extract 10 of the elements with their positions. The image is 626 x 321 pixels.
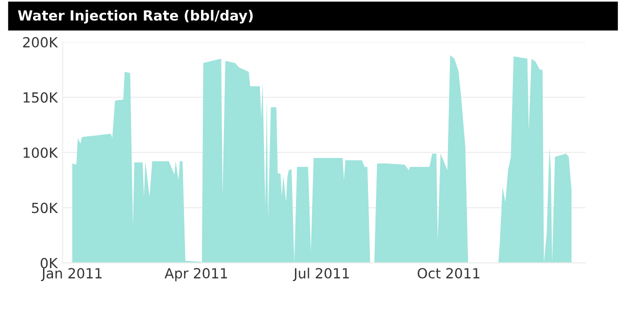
x-tick-label: Oct 2011 <box>418 268 480 279</box>
y-tick-label: 100K <box>24 147 58 158</box>
y-tick-label: 50K <box>32 202 58 214</box>
y-tick-label: 150K <box>24 92 58 103</box>
y-tick-label: 200K <box>23 37 58 48</box>
x-tick-label: Apr 2011 <box>164 268 227 282</box>
x-tick-label: Jul 2011 <box>292 268 349 282</box>
y-tick-label: 0K <box>40 258 58 268</box>
x-tick-label: Jan 2011 <box>40 268 102 282</box>
chart-title: Water Injection Rate (bbl/day) <box>18 10 253 24</box>
